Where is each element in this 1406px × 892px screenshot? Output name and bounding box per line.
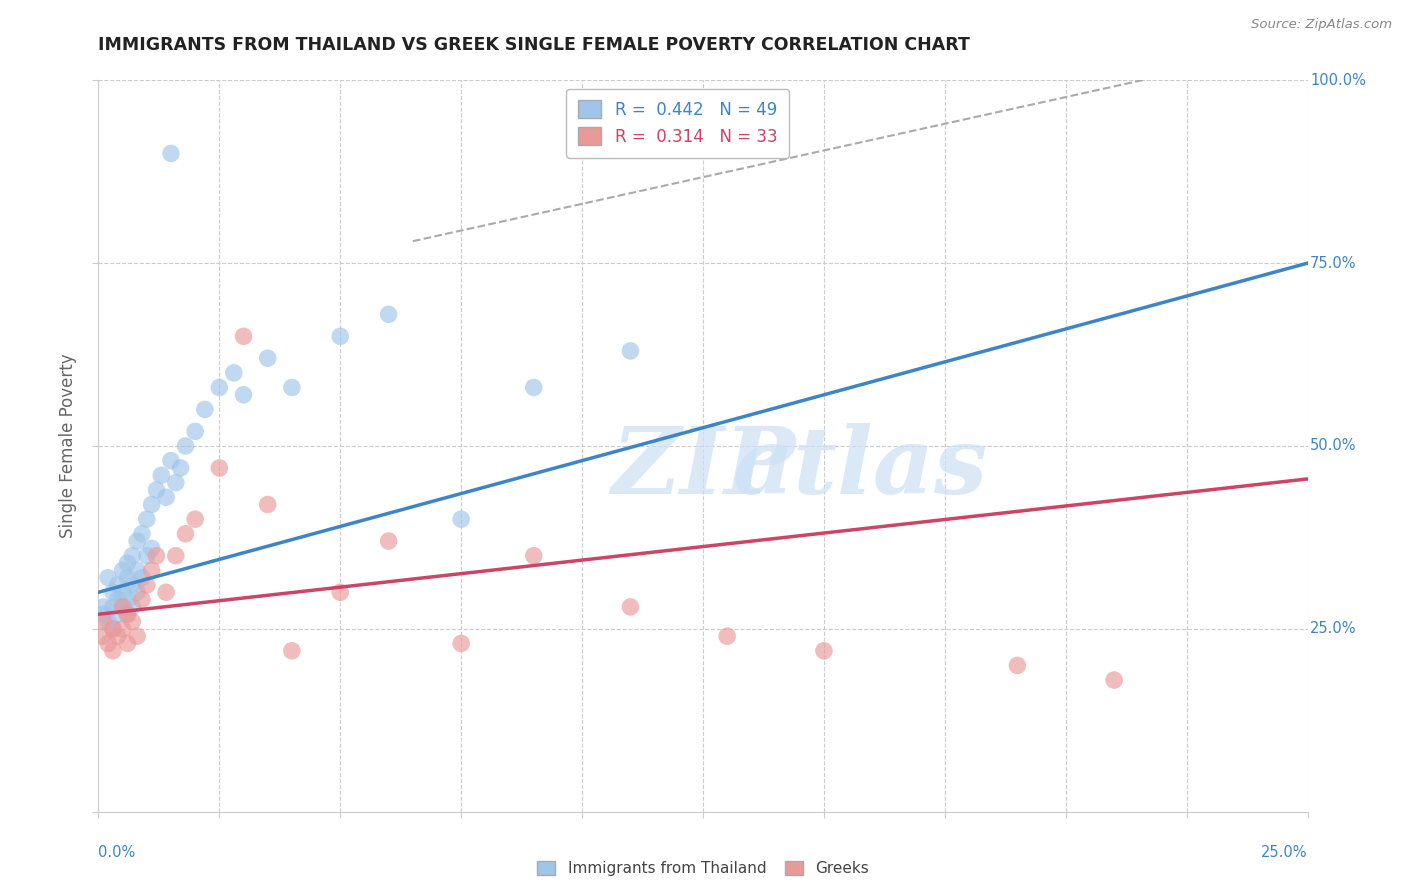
- Point: [1007, 658, 1029, 673]
- Point: [121, 549, 143, 563]
- Point: [97, 571, 120, 585]
- Point: [813, 644, 835, 658]
- Text: 50.0%: 50.0%: [1310, 439, 1357, 453]
- Point: [101, 644, 124, 658]
- Point: [131, 592, 153, 607]
- Point: [160, 146, 183, 161]
- Text: atlas: atlas: [733, 423, 988, 513]
- Point: [619, 599, 641, 614]
- Point: [127, 563, 149, 577]
- Point: [155, 585, 177, 599]
- Point: [184, 512, 207, 526]
- Point: [117, 607, 139, 622]
- Point: [117, 571, 139, 585]
- Point: [117, 636, 139, 650]
- Text: 0.0%: 0.0%: [98, 845, 135, 860]
- Y-axis label: Single Female Poverty: Single Female Poverty: [59, 354, 77, 538]
- Point: [450, 512, 472, 526]
- Legend: Immigrants from Thailand, Greeks: Immigrants from Thailand, Greeks: [531, 855, 875, 882]
- Point: [117, 592, 139, 607]
- Point: [111, 585, 134, 599]
- Point: [127, 629, 149, 643]
- Point: [91, 629, 114, 643]
- Point: [111, 622, 134, 636]
- Point: [222, 366, 245, 380]
- Point: [1102, 673, 1125, 687]
- Point: [256, 351, 278, 366]
- Point: [107, 578, 129, 592]
- Point: [111, 599, 134, 614]
- Point: [121, 578, 143, 592]
- Point: [523, 549, 546, 563]
- Point: [145, 483, 167, 497]
- Point: [145, 549, 167, 563]
- Point: [107, 629, 129, 643]
- Point: [194, 402, 217, 417]
- Point: [377, 307, 399, 321]
- Point: [208, 461, 231, 475]
- Point: [131, 526, 153, 541]
- Text: IMMIGRANTS FROM THAILAND VS GREEK SINGLE FEMALE POVERTY CORRELATION CHART: IMMIGRANTS FROM THAILAND VS GREEK SINGLE…: [98, 36, 970, 54]
- Point: [208, 380, 231, 394]
- Point: [135, 578, 157, 592]
- Point: [169, 461, 191, 475]
- Point: [232, 388, 254, 402]
- Point: [160, 453, 183, 467]
- Point: [141, 498, 163, 512]
- Point: [232, 329, 254, 343]
- Point: [91, 615, 114, 629]
- Point: [127, 585, 149, 599]
- Point: [619, 343, 641, 358]
- Text: Source: ZipAtlas.com: Source: ZipAtlas.com: [1251, 18, 1392, 31]
- Point: [184, 425, 207, 439]
- Point: [716, 629, 738, 643]
- Point: [121, 599, 143, 614]
- Point: [165, 475, 187, 490]
- Point: [329, 585, 352, 599]
- Point: [101, 585, 124, 599]
- Point: [111, 599, 134, 614]
- Text: 75.0%: 75.0%: [1310, 256, 1357, 270]
- Point: [174, 526, 197, 541]
- Point: [141, 541, 163, 556]
- Text: 25.0%: 25.0%: [1261, 845, 1308, 860]
- Text: ZIP: ZIP: [610, 423, 796, 513]
- Point: [111, 563, 134, 577]
- Point: [117, 607, 139, 622]
- Point: [135, 512, 157, 526]
- Point: [121, 615, 143, 629]
- Point: [97, 615, 120, 629]
- Text: 25.0%: 25.0%: [1310, 622, 1357, 636]
- Point: [165, 549, 187, 563]
- Point: [281, 644, 304, 658]
- Point: [135, 549, 157, 563]
- Point: [101, 622, 124, 636]
- Point: [450, 636, 472, 650]
- Point: [127, 534, 149, 549]
- Point: [174, 439, 197, 453]
- Point: [256, 498, 278, 512]
- Point: [155, 490, 177, 504]
- Point: [97, 636, 120, 650]
- Point: [107, 592, 129, 607]
- Point: [523, 380, 546, 394]
- Point: [377, 534, 399, 549]
- Point: [91, 607, 114, 622]
- Point: [117, 556, 139, 570]
- Point: [141, 563, 163, 577]
- Point: [101, 599, 124, 614]
- Point: [91, 599, 114, 614]
- Point: [329, 329, 352, 343]
- Text: 100.0%: 100.0%: [1310, 73, 1365, 87]
- Point: [107, 607, 129, 622]
- Point: [150, 468, 173, 483]
- Point: [101, 622, 124, 636]
- Point: [131, 571, 153, 585]
- Point: [281, 380, 304, 394]
